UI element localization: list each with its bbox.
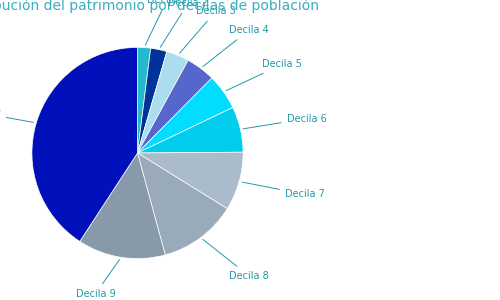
Wedge shape (138, 152, 243, 208)
Wedge shape (138, 60, 212, 153)
Text: Decila 10: Decila 10 (0, 107, 34, 122)
Wedge shape (138, 153, 228, 255)
Wedge shape (138, 107, 243, 153)
Text: Decila 6: Decila 6 (243, 114, 326, 129)
Text: Decila 2: Decila 2 (160, 0, 208, 47)
Wedge shape (32, 47, 138, 242)
Wedge shape (138, 78, 233, 153)
Wedge shape (138, 52, 188, 153)
Text: Decila 3: Decila 3 (180, 6, 236, 53)
Wedge shape (138, 47, 150, 153)
Text: Decila 8: Decila 8 (203, 239, 269, 281)
Wedge shape (80, 153, 165, 259)
Text: Decila 7: Decila 7 (242, 182, 325, 200)
Title: Distribución del patrimonio por decilas de población: Distribución del patrimonio por decilas … (0, 0, 319, 13)
Text: Decila 1: Decila 1 (146, 0, 187, 45)
Text: Decila 9: Decila 9 (76, 260, 120, 299)
Text: Decila 4: Decila 4 (203, 25, 269, 67)
Wedge shape (138, 48, 167, 153)
Text: Decila 5: Decila 5 (226, 59, 302, 91)
